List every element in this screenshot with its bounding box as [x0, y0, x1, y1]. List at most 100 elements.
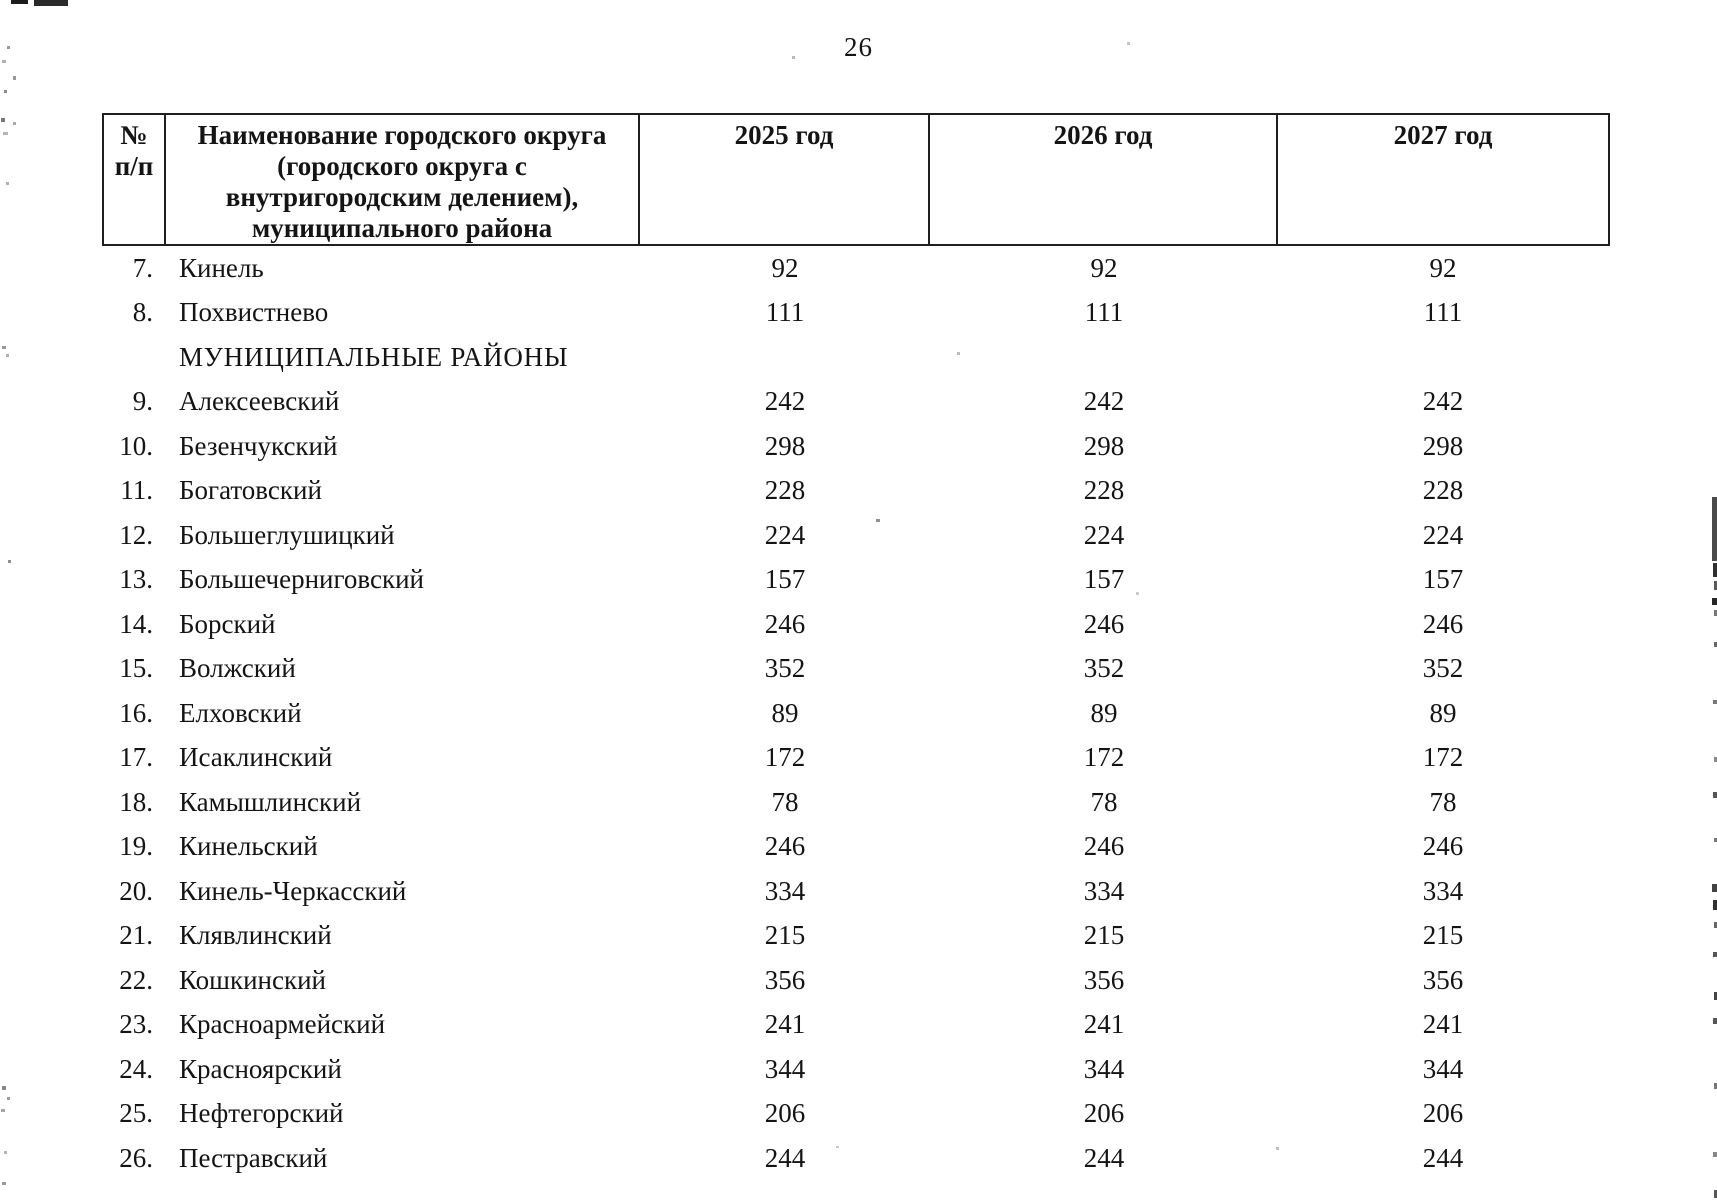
table-row: 9. Алексеевский 242 242 242 — [104, 380, 1608, 425]
scan-artifact — [2, 1086, 6, 1090]
table-row: 15. Волжский 352 352 352 — [104, 647, 1608, 692]
row-number: 11. — [120, 475, 153, 506]
value-2025: 78 — [771, 786, 799, 817]
value-2026: 215 — [1083, 920, 1125, 951]
value-2026: 89 — [1090, 697, 1118, 728]
table-row: 20. Кинель-Черкасский 334 334 334 — [104, 869, 1608, 914]
value-2025: 172 — [764, 742, 806, 773]
table-row: 12. Большеглушицкий 224 224 224 — [104, 513, 1608, 558]
row-number: 24. — [119, 1053, 153, 1084]
value-2026: 228 — [1083, 475, 1125, 506]
value-2027: 157 — [1422, 564, 1464, 595]
value-2026 — [930, 335, 1278, 380]
value-2026: 244 — [1083, 1142, 1125, 1173]
row-name: Исаклинский — [179, 742, 333, 773]
table-row: 23. Красноармейский 241 241 241 — [104, 1003, 1608, 1048]
header-cell-2025: 2025 год — [640, 115, 930, 244]
row-name: Большеглушицкий — [179, 519, 395, 550]
value-2027: 172 — [1422, 742, 1464, 773]
row-number: 8. — [132, 297, 153, 328]
value-2025: 111 — [765, 297, 805, 328]
value-2025: 157 — [764, 564, 806, 595]
value-2025: 215 — [764, 920, 806, 951]
section-title: МУНИЦИПАЛЬНЫЕ РАЙОНЫ — [179, 341, 569, 372]
scan-artifact — [1712, 598, 1717, 605]
scan-artifact — [1, 118, 5, 122]
scan-artifact — [6, 182, 9, 185]
scan-artifact — [1713, 792, 1717, 798]
row-name: Елховский — [179, 697, 302, 728]
table-row: 11. Богатовский 228 228 228 — [104, 469, 1608, 514]
row-number: 10. — [119, 430, 153, 461]
value-2025: 92 — [771, 252, 799, 283]
table-row: 22. Кошкинский 356 356 356 — [104, 958, 1608, 1003]
scan-artifact — [1713, 1152, 1717, 1157]
row-number: 19. — [119, 831, 153, 862]
value-2027: 334 — [1422, 875, 1464, 906]
scan-artifact — [8, 560, 11, 563]
value-2027: 356 — [1422, 964, 1464, 995]
value-2025: 246 — [764, 608, 806, 639]
scan-artifact — [1713, 700, 1717, 704]
value-2026: 78 — [1090, 786, 1118, 817]
page-number: 26 — [844, 32, 873, 62]
row-name: Нефтегорский — [179, 1098, 344, 1129]
value-2026: 224 — [1083, 519, 1125, 550]
value-2026: 157 — [1083, 564, 1125, 595]
table-row: 10. Безенчукский 298 298 298 — [104, 424, 1608, 469]
scan-artifact — [4, 1151, 7, 1154]
value-2026: 344 — [1083, 1053, 1125, 1084]
scan-artifact — [1713, 1018, 1717, 1024]
value-2026: 298 — [1083, 430, 1125, 461]
scan-artifact — [1713, 563, 1717, 577]
table-row: 21. Клявлинский 215 215 215 — [104, 914, 1608, 959]
table-row: 14. Борский 246 246 246 — [104, 602, 1608, 647]
value-2025: 228 — [764, 475, 806, 506]
value-2027: 89 — [1429, 697, 1457, 728]
value-2027: 224 — [1422, 519, 1464, 550]
value-2025: 241 — [764, 1009, 806, 1040]
value-2027: 241 — [1422, 1009, 1464, 1040]
row-name: Большечерниговский — [179, 564, 424, 595]
row-number: 16. — [119, 697, 153, 728]
row-name: Красноармейский — [179, 1009, 386, 1040]
header-cell-2026: 2026 год — [930, 115, 1278, 244]
value-2026: 246 — [1083, 831, 1125, 862]
row-number: 21. — [119, 920, 153, 951]
row-number: 12. — [119, 519, 153, 550]
value-2026: 172 — [1083, 742, 1125, 773]
row-number: 18. — [119, 786, 153, 817]
value-2027: 206 — [1422, 1098, 1464, 1129]
row-number: 25. — [119, 1098, 153, 1129]
value-2026: 352 — [1083, 653, 1125, 684]
value-2027 — [1278, 335, 1608, 380]
table-row: 18. Камышлинский 78 78 78 — [104, 780, 1608, 825]
row-name: Алексеевский — [179, 386, 340, 417]
value-2027: 246 — [1422, 831, 1464, 862]
value-2027: 244 — [1422, 1142, 1464, 1173]
value-2025: 344 — [764, 1053, 806, 1084]
scan-artifact — [1712, 884, 1717, 892]
value-2027: 111 — [1423, 297, 1463, 328]
scan-artifact — [7, 1097, 10, 1100]
row-number: 14. — [119, 608, 153, 639]
scan-artifact — [1712, 497, 1717, 561]
row-name: Борский — [179, 608, 276, 639]
row-name: Волжский — [179, 653, 296, 684]
row-number — [104, 335, 166, 380]
header-cell-name: Наименование городского округа (городско… — [166, 115, 640, 244]
scan-artifact — [6, 354, 9, 357]
table-row: 19. Кинельский 246 246 246 — [104, 825, 1608, 870]
row-name: Красноярский — [179, 1053, 342, 1084]
row-number: 20. — [119, 875, 153, 906]
row-name: Пестравский — [179, 1142, 328, 1173]
table-row: 7. Кинель 92 92 92 — [104, 246, 1608, 291]
row-name: Похвистнево — [179, 297, 329, 328]
value-2025: 246 — [764, 831, 806, 862]
row-number: 13. — [119, 564, 153, 595]
header-cell-num: № п/п — [104, 115, 166, 244]
value-2025: 224 — [764, 519, 806, 550]
value-2025: 356 — [764, 964, 806, 995]
scan-artifact — [1713, 900, 1717, 910]
table-row: 16. Елховский 89 89 89 — [104, 691, 1608, 736]
